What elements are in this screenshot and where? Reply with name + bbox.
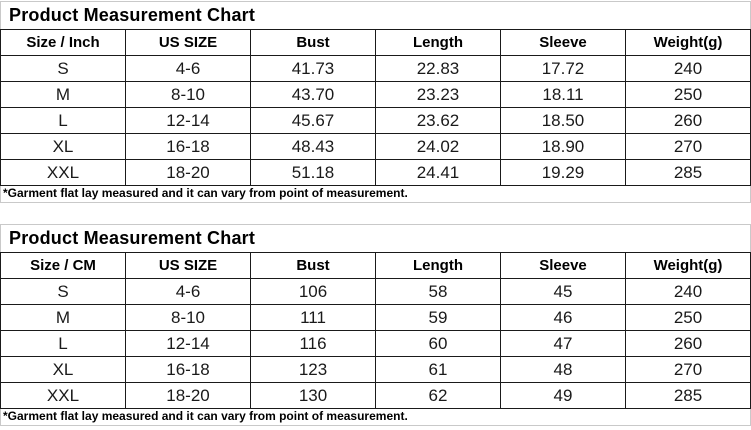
table-cell: 12-14 xyxy=(125,107,251,134)
table-cell: 260 xyxy=(625,330,751,357)
column-header: Sleeve xyxy=(500,252,626,279)
column-header: Size / CM xyxy=(0,252,126,279)
table-cell: XXL xyxy=(0,382,126,409)
table-cell: 8-10 xyxy=(125,81,251,108)
table-cell: 23.23 xyxy=(375,81,501,108)
chart-title: Product Measurement Chart xyxy=(0,1,751,29)
table-cell: 24.41 xyxy=(375,159,501,186)
table-row: L 12-14 45.67 23.62 18.50 260 xyxy=(0,107,751,134)
measurement-table-cm: Size / CM US SIZE Bust Length Sleeve Weight(g… xyxy=(0,252,751,409)
table-cell: XXL xyxy=(0,159,126,186)
chart-title: Product Measurement Chart xyxy=(0,224,751,252)
table-cell: 18.90 xyxy=(500,133,626,160)
table-cell: L xyxy=(0,107,126,134)
column-header: Bust xyxy=(250,29,376,56)
table-row: S 4-6 106 58 45 240 xyxy=(0,278,751,305)
column-header: Bust xyxy=(250,252,376,279)
table-row: M 8-10 111 59 46 250 xyxy=(0,304,751,331)
footnote: *Garment flat lay measured and it can va… xyxy=(0,186,751,203)
table-cell: 17.72 xyxy=(500,55,626,82)
measurement-chart-cm: Product Measurement Chart Size / CM US SI… xyxy=(0,224,751,426)
table-cell: XL xyxy=(0,133,126,160)
table-cell: 130 xyxy=(250,382,376,409)
table-cell: S xyxy=(0,55,126,82)
table-cell: 23.62 xyxy=(375,107,501,134)
column-header: Length xyxy=(375,252,501,279)
table-cell: 4-6 xyxy=(125,278,251,305)
table-cell: M xyxy=(0,81,126,108)
column-header: Length xyxy=(375,29,501,56)
table-row: XL 16-18 48.43 24.02 18.90 270 xyxy=(0,133,751,160)
table-cell: 58 xyxy=(375,278,501,305)
table-cell: 8-10 xyxy=(125,304,251,331)
table-cell: 46 xyxy=(500,304,626,331)
table-row: XXL 18-20 130 62 49 285 xyxy=(0,382,751,409)
table-cell: 250 xyxy=(625,81,751,108)
table-cell: 240 xyxy=(625,278,751,305)
table-cell: L xyxy=(0,330,126,357)
table-row: L 12-14 116 60 47 260 xyxy=(0,330,751,357)
table-cell: 111 xyxy=(250,304,376,331)
column-header: Weight(g) xyxy=(625,29,751,56)
table-cell: 60 xyxy=(375,330,501,357)
table-cell: 18-20 xyxy=(125,382,251,409)
table-cell: 22.83 xyxy=(375,55,501,82)
table-cell: 43.70 xyxy=(250,81,376,108)
header-row: Size / Inch US SIZE Bust Length Sleeve Weight… xyxy=(0,29,751,56)
table-cell: 19.29 xyxy=(500,159,626,186)
table-cell: 260 xyxy=(625,107,751,134)
column-header: US SIZE xyxy=(125,252,251,279)
table-cell: 285 xyxy=(625,159,751,186)
header-row: Size / CM US SIZE Bust Length Sleeve Weight(g… xyxy=(0,252,751,279)
table-cell: 270 xyxy=(625,356,751,383)
table-cell: 12-14 xyxy=(125,330,251,357)
table-cell: 250 xyxy=(625,304,751,331)
table-cell: 18-20 xyxy=(125,159,251,186)
table-cell: 116 xyxy=(250,330,376,357)
table-cell: 18.50 xyxy=(500,107,626,134)
table-row: XL 16-18 123 61 48 270 xyxy=(0,356,751,383)
table-cell: XL xyxy=(0,356,126,383)
table-cell: 16-18 xyxy=(125,356,251,383)
column-header: Size / Inch xyxy=(0,29,126,56)
table-cell: 48 xyxy=(500,356,626,383)
table-cell: 123 xyxy=(250,356,376,383)
table-row: XXL 18-20 51.18 24.41 19.29 285 xyxy=(0,159,751,186)
table-row: S 4-6 41.73 22.83 17.72 240 xyxy=(0,55,751,82)
table-cell: 4-6 xyxy=(125,55,251,82)
table-cell: 285 xyxy=(625,382,751,409)
table-cell: 47 xyxy=(500,330,626,357)
table-cell: 48.43 xyxy=(250,133,376,160)
measurement-chart-inch: Product Measurement Chart Size / Inch US … xyxy=(0,1,751,203)
table-cell: 62 xyxy=(375,382,501,409)
table-cell: M xyxy=(0,304,126,331)
column-header: Weight(g) xyxy=(625,252,751,279)
table-cell: 270 xyxy=(625,133,751,160)
table-cell: 240 xyxy=(625,55,751,82)
table-cell: 49 xyxy=(500,382,626,409)
table-cell: 45 xyxy=(500,278,626,305)
table-cell: S xyxy=(0,278,126,305)
table-cell: 59 xyxy=(375,304,501,331)
table-cell: 41.73 xyxy=(250,55,376,82)
column-header: US SIZE xyxy=(125,29,251,56)
table-cell: 18.11 xyxy=(500,81,626,108)
table-row: M 8-10 43.70 23.23 18.11 250 xyxy=(0,81,751,108)
measurement-table-inch: Size / Inch US SIZE Bust Length Sleeve Weight… xyxy=(0,29,751,186)
table-cell: 61 xyxy=(375,356,501,383)
table-cell: 51.18 xyxy=(250,159,376,186)
table-cell: 16-18 xyxy=(125,133,251,160)
column-header: Sleeve xyxy=(500,29,626,56)
table-cell: 24.02 xyxy=(375,133,501,160)
table-cell: 45.67 xyxy=(250,107,376,134)
footnote: *Garment flat lay measured and it can va… xyxy=(0,409,751,426)
table-cell: 106 xyxy=(250,278,376,305)
